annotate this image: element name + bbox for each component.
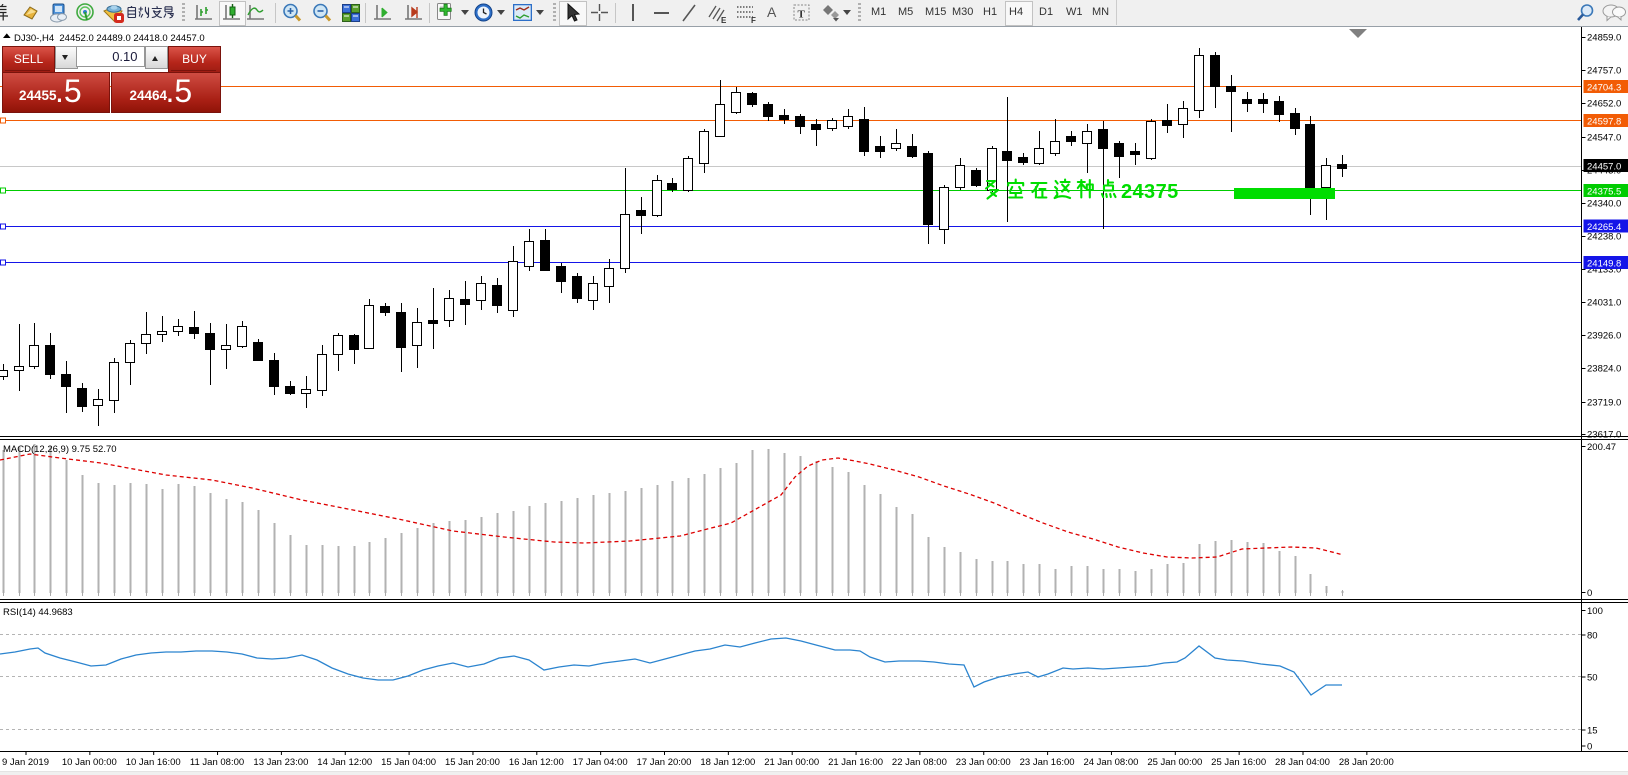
svg-text:24757.0: 24757.0 — [1587, 66, 1621, 77]
svg-text:50: 50 — [1587, 673, 1598, 684]
svg-text:21 Jan 00:00: 21 Jan 00:00 — [764, 757, 819, 768]
svg-text:15: 15 — [1587, 726, 1598, 737]
svg-text:24597.8: 24597.8 — [1587, 117, 1621, 128]
svg-text:25 Jan 00:00: 25 Jan 00:00 — [1147, 757, 1202, 768]
svg-text:24031.0: 24031.0 — [1587, 298, 1621, 309]
svg-text:23 Jan 00:00: 23 Jan 00:00 — [956, 757, 1011, 768]
svg-text:17 Jan 04:00: 17 Jan 04:00 — [573, 757, 628, 768]
svg-text:F: F — [751, 16, 756, 24]
svg-text:13 Jan 23:00: 13 Jan 23:00 — [253, 757, 308, 768]
svg-text:T: T — [798, 9, 806, 21]
svg-text:24704.3: 24704.3 — [1587, 83, 1621, 94]
svg-text:24340.0: 24340.0 — [1587, 199, 1621, 210]
svg-text:24375.5: 24375.5 — [1587, 187, 1621, 198]
svg-text:23719.0: 23719.0 — [1587, 398, 1621, 409]
svg-text:16 Jan 12:00: 16 Jan 12:00 — [509, 757, 564, 768]
svg-text:RSI(14) 44.9683: RSI(14) 44.9683 — [3, 607, 73, 618]
svg-text:28 Jan 04:00: 28 Jan 04:00 — [1275, 757, 1330, 768]
svg-text:24 Jan 08:00: 24 Jan 08:00 — [1083, 757, 1138, 768]
svg-text:28 Jan 20:00: 28 Jan 20:00 — [1339, 757, 1394, 768]
svg-text:15 Jan 20:00: 15 Jan 20:00 — [445, 757, 500, 768]
svg-text:10 Jan 16:00: 10 Jan 16:00 — [126, 757, 181, 768]
svg-text:100: 100 — [1587, 606, 1603, 617]
svg-text:MACD(12,26,9) 9.75 52.70: MACD(12,26,9) 9.75 52.70 — [3, 444, 117, 455]
svg-text:24547.0: 24547.0 — [1587, 133, 1621, 144]
svg-text:22 Jan 08:00: 22 Jan 08:00 — [892, 757, 947, 768]
svg-text:200.47: 200.47 — [1587, 442, 1616, 453]
svg-text:0: 0 — [1587, 588, 1592, 599]
svg-text:9 Jan 2019: 9 Jan 2019 — [2, 757, 49, 768]
svg-text:25 Jan 16:00: 25 Jan 16:00 — [1211, 757, 1266, 768]
svg-text:24149.8: 24149.8 — [1587, 259, 1621, 270]
svg-text:24133.0: 24133.0 — [1587, 265, 1621, 276]
svg-text:DJ30-,H4 24452.0 24489.0 2441: DJ30-,H4 24452.0 24489.0 24418.0 24457.0 — [14, 33, 205, 44]
svg-text:18 Jan 12:00: 18 Jan 12:00 — [700, 757, 755, 768]
svg-text:24457.0: 24457.0 — [1587, 162, 1621, 173]
svg-text:24238.0: 24238.0 — [1587, 232, 1621, 243]
svg-text:23617.0: 23617.0 — [1587, 430, 1621, 441]
svg-text:21 Jan 16:00: 21 Jan 16:00 — [828, 757, 883, 768]
svg-text:24652.0: 24652.0 — [1587, 99, 1621, 110]
svg-text:23926.0: 23926.0 — [1587, 331, 1621, 342]
svg-text:14 Jan 12:00: 14 Jan 12:00 — [317, 757, 372, 768]
svg-text:23824.0: 23824.0 — [1587, 364, 1621, 375]
svg-text:15 Jan 04:00: 15 Jan 04:00 — [381, 757, 436, 768]
svg-text:24375: 24375 — [1121, 181, 1179, 203]
svg-text:24265.4: 24265.4 — [1587, 222, 1621, 233]
svg-text:E: E — [721, 16, 727, 24]
svg-text:80: 80 — [1587, 631, 1598, 642]
svg-text:24859.0: 24859.0 — [1587, 33, 1621, 44]
svg-text:17 Jan 20:00: 17 Jan 20:00 — [637, 757, 692, 768]
svg-text:10 Jan 00:00: 10 Jan 00:00 — [62, 757, 117, 768]
svg-text:0: 0 — [1587, 742, 1592, 753]
svg-text:23 Jan 16:00: 23 Jan 16:00 — [1020, 757, 1075, 768]
svg-text:11 Jan 08:00: 11 Jan 08:00 — [190, 757, 244, 768]
